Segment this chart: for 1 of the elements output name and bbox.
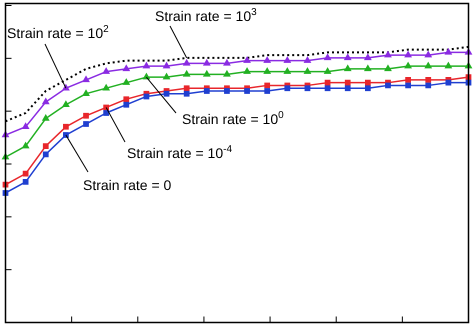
text: Strain rate = 0: [83, 177, 172, 193]
